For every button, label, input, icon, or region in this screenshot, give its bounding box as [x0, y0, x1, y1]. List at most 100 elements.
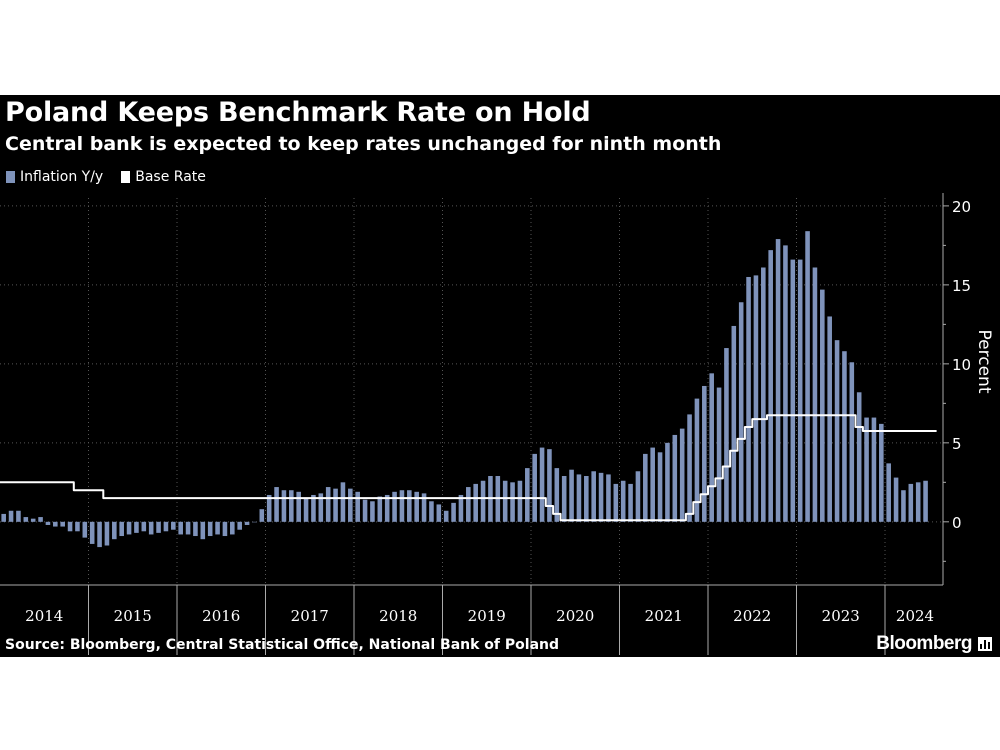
- bar-inflation: [694, 398, 700, 522]
- bar-inflation: [230, 521, 235, 535]
- bar-inflation: [134, 521, 139, 533]
- bar-inflation: [908, 483, 914, 522]
- bar-inflation: [384, 494, 390, 522]
- chart-subtitle: Central bank is expected to keep rates u…: [5, 133, 722, 155]
- bar-inflation: [569, 469, 574, 522]
- legend-swatch-base-rate: [121, 171, 131, 183]
- bar-inflation: [200, 521, 206, 540]
- brand: Bloomberg: [876, 633, 992, 655]
- bar-inflation: [783, 245, 788, 522]
- bar-inflation: [348, 488, 353, 522]
- y-tick-label: 0: [952, 514, 962, 532]
- bar-inflation: [657, 452, 663, 522]
- bar-inflation: [775, 239, 781, 522]
- bar-inflation: [886, 463, 891, 522]
- bar-inflation: [436, 504, 442, 522]
- bar-inflation: [156, 521, 161, 533]
- x-tick-label: 2018: [379, 607, 417, 625]
- bar-inflation: [340, 482, 346, 522]
- bar-inflation: [185, 521, 191, 535]
- bar-inflation: [89, 521, 95, 544]
- bar-inflation: [421, 493, 427, 522]
- chart-logo-icon: [978, 637, 992, 651]
- bar-inflation: [480, 480, 486, 522]
- bar-inflation: [8, 510, 14, 522]
- bar-inflation: [539, 447, 545, 522]
- bar-inflation: [193, 521, 198, 537]
- bar-inflation: [207, 521, 213, 537]
- bar-inflation: [222, 521, 228, 537]
- bar-inflation: [923, 480, 928, 522]
- x-tick-label: 2020: [556, 607, 594, 625]
- brand-name: Bloomberg: [876, 633, 972, 654]
- bar-inflation: [871, 417, 877, 522]
- bar-inflation: [820, 289, 825, 522]
- bar-inflation: [458, 494, 464, 522]
- bar-inflation: [842, 351, 847, 522]
- bar-inflation: [753, 275, 759, 522]
- legend: Inflation Y/y Base Rate: [6, 169, 206, 185]
- legend-label-inflation: Inflation Y/y: [20, 169, 104, 185]
- bar-inflation: [761, 267, 766, 522]
- bar-inflation: [392, 491, 397, 522]
- bar-inflation: [856, 392, 862, 522]
- bar-inflation: [126, 521, 132, 535]
- bar-inflation: [252, 521, 257, 523]
- bar-inflation: [97, 521, 102, 548]
- bar-inflation: [672, 434, 678, 522]
- bar-inflation: [665, 442, 670, 522]
- y-tick-label: 15: [952, 277, 971, 295]
- x-tick-label: 2016: [202, 607, 240, 625]
- bar-inflation: [303, 498, 309, 522]
- bar-inflation: [281, 490, 287, 522]
- legend-item-base-rate: Base Rate: [121, 169, 206, 185]
- legend-item-inflation: Inflation Y/y: [6, 169, 103, 185]
- x-tick-label: 2017: [291, 607, 329, 625]
- bar-inflation: [237, 521, 242, 530]
- bar-inflation: [148, 521, 154, 535]
- bar-inflation: [628, 483, 633, 522]
- bar-inflation: [325, 487, 331, 522]
- x-tick-label: 2019: [468, 607, 506, 625]
- x-tick-label: 2015: [114, 607, 152, 625]
- bar-inflation: [525, 468, 530, 522]
- line-layer: [0, 414, 937, 522]
- bar-inflation: [724, 348, 729, 522]
- bar-inflation: [333, 488, 338, 522]
- y-tick-label: 20: [952, 198, 971, 216]
- bar-inflation: [370, 501, 375, 522]
- bar-inflation: [244, 521, 250, 525]
- bar-inflation: [266, 494, 272, 522]
- bar-inflation: [532, 453, 537, 522]
- x-tick-label: 2023: [822, 607, 860, 625]
- bar-inflation: [687, 414, 692, 522]
- x-tick-label: 2024: [896, 607, 934, 625]
- bar-inflation: [473, 483, 478, 522]
- x-tick-label: 2021: [645, 607, 683, 625]
- chart-title: Poland Keeps Benchmark Rate on Hold: [5, 97, 591, 128]
- bar-inflation: [606, 474, 611, 522]
- legend-swatch-inflation: [6, 171, 15, 183]
- bar-inflation: [790, 259, 796, 522]
- y-axis-label: Percent: [974, 330, 994, 394]
- bar-inflation: [104, 521, 110, 546]
- bar-inflation: [355, 491, 360, 522]
- x-tick-label: 2022: [733, 607, 771, 625]
- bar-inflation: [635, 471, 641, 522]
- x-tick-label: 2014: [25, 607, 63, 625]
- bar-inflation: [1, 513, 6, 522]
- bar-inflation: [45, 521, 51, 525]
- grid-layer: [0, 198, 943, 585]
- bar-inflation: [75, 521, 80, 532]
- axis-layer: 0 5 10 15 20 Percent 2014 2015 2016 2017 2018 2019 2…: [0, 193, 994, 655]
- bar-inflation: [429, 501, 434, 522]
- bar-inflation: [547, 449, 552, 522]
- bar-inflation: [827, 316, 832, 522]
- bar-inflation: [709, 373, 714, 522]
- bar-inflation: [163, 521, 169, 532]
- bar-inflation: [834, 340, 840, 522]
- bar-inflation: [178, 521, 183, 535]
- bar-inflation: [812, 267, 818, 522]
- bar-inflation: [746, 276, 751, 522]
- bar-inflation: [768, 250, 773, 522]
